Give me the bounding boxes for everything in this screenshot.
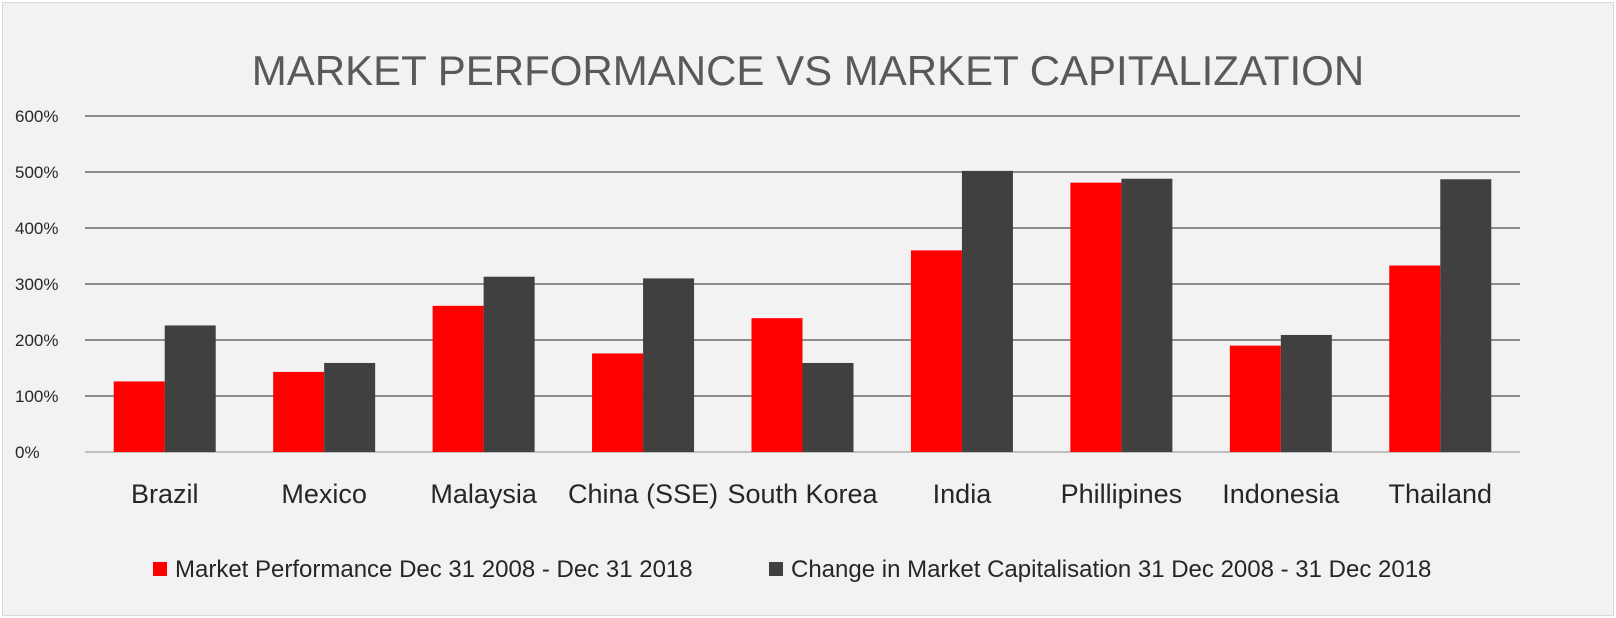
x-tick-label: Mexico <box>281 479 367 509</box>
bar-market-cap-change-1 <box>324 362 376 452</box>
x-tick-label: Thailand <box>1388 479 1492 509</box>
bar-market-performance-4 <box>751 318 803 452</box>
bar-market-performance-5 <box>910 250 962 452</box>
bar-market-performance-2 <box>432 305 484 452</box>
bar-market-cap-change-5 <box>961 170 1013 452</box>
x-tick-label: India <box>933 479 993 509</box>
bar-market-performance-3 <box>592 353 644 452</box>
bar-market-performance-7 <box>1229 345 1281 452</box>
y-tick-label: 400% <box>15 219 58 238</box>
bar-market-cap-change-8 <box>1440 179 1492 452</box>
x-tick-label: China (SSE) <box>568 479 718 509</box>
bar-market-cap-change-2 <box>483 276 535 452</box>
bar-market-cap-change-6 <box>1121 178 1173 452</box>
legend: Market Performance Dec 31 2008 - Dec 31 … <box>153 556 1431 583</box>
y-tick-label: 0% <box>15 443 40 462</box>
x-tick-label: Indonesia <box>1222 479 1340 509</box>
bar-market-cap-change-4 <box>802 362 854 452</box>
y-tick-label: 500% <box>15 163 58 182</box>
bar-market-performance-8 <box>1389 265 1441 452</box>
legend-swatch-1 <box>769 562 783 576</box>
legend-label-0: Market Performance Dec 31 2008 - Dec 31 … <box>175 556 693 583</box>
bar-chart: MARKET PERFORMANCE VS MARKET CAPITALIZAT… <box>15 47 1520 583</box>
y-tick-label: 300% <box>15 275 58 294</box>
legend-swatch-0 <box>153 562 167 576</box>
bar-market-cap-change-0 <box>164 325 216 452</box>
x-tick-label: Brazil <box>131 479 199 509</box>
bar-market-cap-change-7 <box>1280 334 1332 452</box>
bar-market-performance-0 <box>113 381 165 452</box>
y-tick-label: 200% <box>15 331 58 350</box>
x-tick-label: South Korea <box>727 479 878 509</box>
y-tick-label: 600% <box>15 107 58 126</box>
y-tick-label: 100% <box>15 387 58 406</box>
y-axis-ticks: 0% 100% 200% 300% 400% 500% 600% <box>15 107 58 462</box>
legend-label-1: Change in Market Capitalisation 31 Dec 2… <box>791 556 1431 583</box>
x-tick-label: Malaysia <box>430 479 538 509</box>
bar-market-cap-change-3 <box>643 278 695 452</box>
bars <box>113 170 1492 452</box>
bar-market-performance-6 <box>1070 182 1122 452</box>
x-tick-label: Phillipines <box>1061 479 1183 509</box>
x-axis-labels: Brazil Mexico Malaysia China (SSE) South Kor… <box>131 479 1492 509</box>
chart-title: MARKET PERFORMANCE VS MARKET CAPITALIZAT… <box>252 47 1364 94</box>
bar-market-performance-1 <box>273 371 325 452</box>
